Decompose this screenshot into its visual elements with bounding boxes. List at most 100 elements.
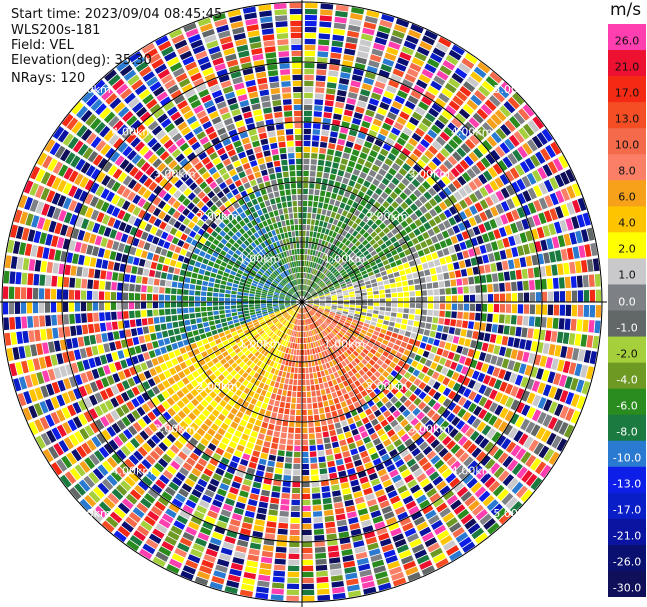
velocity-gate [243,479,252,486]
velocity-gate [319,408,324,414]
velocity-gate [260,428,267,435]
velocity-gate [392,298,397,302]
velocity-gate [165,309,171,315]
velocity-gate [244,448,252,455]
velocity-gate [291,45,302,50]
velocity-gate [250,135,258,142]
velocity-gate [331,125,339,131]
velocity-gate [302,584,314,589]
velocity-gate [51,302,56,313]
velocity-gate [371,279,377,283]
velocity-gate [333,447,340,454]
velocity-gate [313,505,322,511]
velocity-gate [255,519,265,526]
velocity-gate [326,412,332,418]
velocity-gate [304,63,314,69]
velocity-gate [271,443,278,449]
velocity-gate [316,233,320,239]
velocity-gate [334,453,342,460]
velocity-gate [21,316,27,328]
velocity-gate [578,245,585,258]
velocity-gate [305,368,308,373]
velocity-gate [54,250,61,261]
velocity-gate [267,125,275,131]
velocity-gate [305,350,307,355]
velocity-gate [154,279,160,286]
velocity-gate [64,265,70,276]
velocity-gate [290,530,300,535]
velocity-gate [575,261,582,273]
velocity-gate [64,326,70,336]
velocity-gate [324,407,330,413]
velocity-gate [292,231,296,237]
velocity-gate [217,270,223,275]
velocity-gate [249,548,260,555]
velocity-gate [143,268,149,275]
velocity-gate [273,576,285,582]
velocity-gate [561,249,568,261]
velocity-gate [318,45,329,51]
velocity-gate [551,264,557,275]
velocity-gate [526,256,533,266]
velocity-gate [285,189,290,195]
velocity-gate [170,260,177,267]
velocity-gate [282,202,287,208]
velocity-gate [261,169,268,176]
velocity-gate [292,237,295,242]
velocity-gate [286,451,293,457]
velocity-gate [278,209,283,215]
velocity-gate [291,512,300,517]
velocity-gate [374,295,379,298]
velocity-gate [184,320,190,326]
velocity-gate [304,111,312,116]
velocity-gate [250,456,258,463]
velocity-gate [336,514,346,521]
velocity-gate [318,202,323,208]
velocity-gate [273,223,278,229]
velocity-gate [70,266,76,276]
velocity-gate [307,392,311,397]
velocity-gate [168,266,174,273]
velocity-gate [307,213,311,218]
velocity-gate [24,345,31,357]
velocity-gate [304,69,314,74]
velocity-gate [319,154,326,160]
velocity-gate [289,379,293,385]
velocity-gate [33,302,38,313]
velocity-gate [298,338,300,343]
velocity-gate [219,332,225,337]
velocity-gate [314,523,324,529]
velocity-gate [302,267,304,272]
velocity-gate [180,347,187,354]
velocity-gate [158,256,165,263]
velocity-gate [82,267,88,277]
velocity-gate [303,207,307,212]
velocity-gate [251,398,257,405]
velocity-gate [338,434,345,441]
velocity-gate [467,268,473,276]
velocity-gate [319,21,331,27]
velocity-gate [304,267,306,272]
velocity-gate [335,508,345,515]
velocity-gate [57,289,63,299]
velocity-gate [293,93,302,98]
velocity-gate [268,455,275,461]
velocity-gate [287,584,299,590]
velocity-gate [313,373,317,379]
velocity-gate [302,422,307,427]
velocity-gate [21,287,27,299]
velocity-gate [274,9,287,15]
velocity-gate [251,48,262,55]
velocity-gate [141,310,147,317]
velocity-gate [125,329,131,337]
velocity-gate [306,374,309,379]
velocity-gate [510,271,516,280]
velocity-gate [279,444,286,450]
velocity-gate [307,255,310,260]
velocity-gate [337,139,345,146]
velocity-gate [293,355,296,360]
velocity-gate [237,299,242,302]
velocity-gate [298,261,300,266]
velocity-gate [339,133,347,140]
velocity-gate [154,348,161,356]
